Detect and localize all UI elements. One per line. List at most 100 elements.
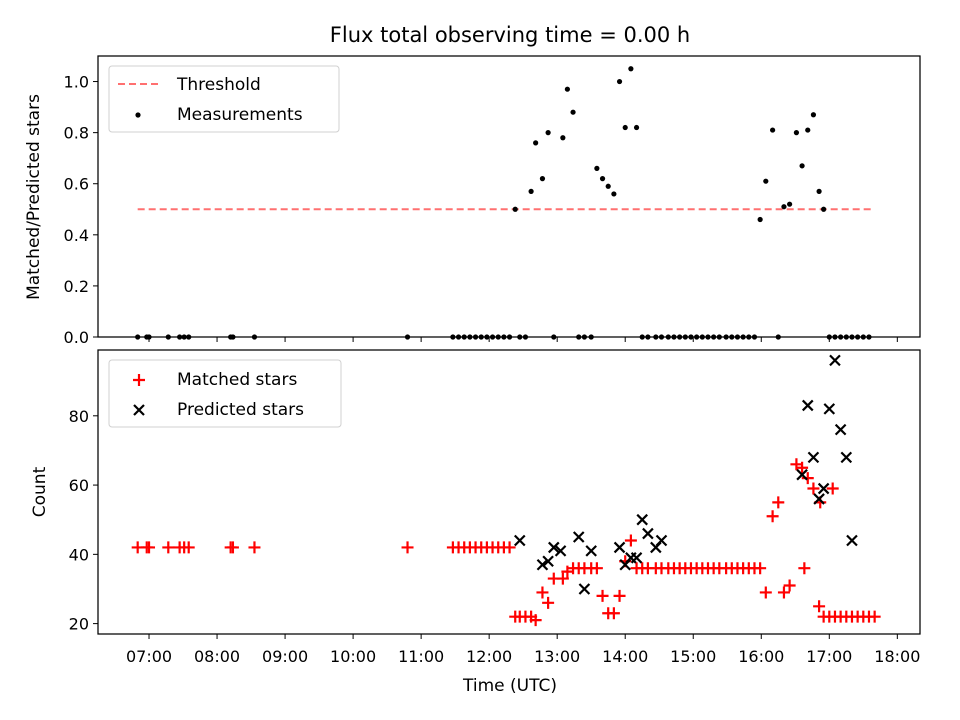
bottom-y-axis-label: Count (30, 466, 50, 517)
measurement-point (611, 191, 617, 197)
matched-stars-point (503, 541, 516, 554)
predicted-stars-point (613, 541, 626, 554)
measurement-point (793, 130, 800, 136)
measurement-point (512, 206, 518, 212)
measurement-point (805, 127, 811, 133)
measurement-point (787, 201, 793, 207)
bottom-y-tick-label-0: 20 (69, 615, 89, 634)
predicted-stars-point (572, 531, 585, 543)
bottom-x-tick-label-9: 16:00 (738, 647, 784, 666)
measurement-point (533, 140, 539, 146)
measurement-point (799, 163, 805, 169)
legend-predicted-swatch (133, 404, 145, 416)
matched-stars-point (766, 510, 779, 523)
top-y-tick-label-3: 0.6 (64, 175, 89, 194)
predicted-stars-point (813, 493, 825, 505)
matched-stars-point (143, 541, 156, 554)
matched-stars-point (162, 541, 175, 554)
bottom-panel: 20 40 60 80 07:00 08:00 09:00 10:00 11:00 12:00 1… (30, 349, 921, 696)
predicted-stars-point (801, 399, 814, 412)
measurement-point (757, 216, 763, 223)
top-y-tick-label-0: 0.0 (64, 328, 89, 347)
legend-threshold-label: Threshold (176, 75, 261, 95)
bottom-plot-area (131, 354, 881, 627)
measurement-point (763, 178, 769, 184)
measurement-point (528, 188, 534, 194)
predicted-stars-point (807, 451, 820, 464)
matched-stars-point (759, 586, 772, 599)
predicted-stars-point (554, 545, 567, 557)
bottom-x-tick-label-7: 14:00 (602, 647, 648, 666)
matched-stars-point (813, 600, 826, 613)
matched-stars-point (801, 472, 814, 485)
measurement-point (594, 165, 600, 171)
predicted-stars-point (636, 513, 648, 526)
predicted-stars-point (823, 403, 836, 415)
measurement-point (564, 86, 570, 92)
predicted-stars-point (542, 555, 554, 568)
measurement-point (816, 188, 822, 194)
top-y-axis-label: Matched/Predicted stars (24, 94, 44, 300)
matched-stars-point (783, 579, 796, 592)
measurement-point (545, 130, 551, 136)
measurement-point (633, 124, 640, 131)
matched-stars-point (401, 541, 414, 554)
bottom-y-axis: 20 40 60 80 (69, 407, 98, 634)
bottom-legend-box (108, 359, 342, 428)
measurement-point (770, 127, 776, 133)
bottom-x-tick-label-0: 07:00 (126, 647, 172, 666)
measurement-point (810, 112, 817, 118)
bottom-x-tick-label-8: 15:00 (670, 647, 716, 666)
bottom-y-tick-label-3: 80 (69, 407, 89, 426)
predicted-stars-point (817, 482, 830, 495)
predicted-stars-point (834, 423, 847, 436)
matched-stars-point (807, 482, 820, 495)
matched-stars-point (772, 496, 785, 509)
top-x-axis (148, 337, 898, 342)
matched-stars-point (754, 562, 767, 575)
predicted-stars-point (548, 541, 560, 554)
bottom-y-tick-label-1: 40 (69, 545, 89, 564)
measurement-point (570, 109, 576, 115)
top-y-tick-label-5: 1.0 (64, 73, 89, 92)
predicted-stars-point (630, 552, 643, 564)
matched-stars-point (826, 482, 839, 495)
predicted-stars-point (655, 534, 668, 547)
top-panel: 0.0 0.2 0.4 0.6 0.8 1.0 Matched/Predicted sta… (24, 55, 921, 347)
predicted-stars-point (796, 468, 808, 481)
predicted-stars-point (513, 534, 526, 547)
bottom-x-tick-label-1: 08:00 (194, 647, 240, 666)
bottom-x-axis: 07:00 08:00 09:00 10:00 11:00 12:00 13:00 14:00… (126, 634, 920, 666)
legend-predicted-label: Predicted stars (177, 400, 304, 420)
bottom-x-tick-label-3: 10:00 (330, 647, 376, 666)
bottom-x-tick-label-11: 18:00 (874, 647, 920, 666)
predicted-stars-point (829, 354, 841, 367)
top-axes-frame (97, 55, 921, 338)
matched-stars-point (868, 610, 881, 623)
top-y-tick-label-4: 0.8 (64, 124, 89, 143)
matched-stars-point (529, 614, 542, 627)
chart-title: Flux total observing time = 0.00 h (330, 23, 690, 47)
measurement-point (628, 66, 634, 72)
matched-stars-point (796, 461, 809, 474)
matched-stars-point (624, 534, 637, 547)
matched-stars-point (798, 562, 811, 575)
predicted-stars-point (642, 527, 654, 540)
top-legend: Threshold Measurements (108, 65, 340, 133)
bottom-y-tick-label-2: 60 (69, 476, 89, 495)
bottom-x-axis-label: Time (UTC) (462, 676, 557, 696)
bottom-x-tick-label-6: 13:00 (534, 647, 580, 666)
matched-stars-point (248, 541, 261, 554)
measurement-point (616, 78, 623, 85)
matched-stars-point (590, 562, 603, 575)
predicted-stars-point (840, 451, 853, 464)
top-legend-box (108, 65, 340, 133)
predicted-stars-point (536, 558, 549, 571)
predicted-stars-point (585, 545, 597, 557)
top-y-tick-label-1: 0.2 (64, 277, 89, 296)
top-y-tick-label-2: 0.4 (64, 226, 89, 245)
legend-measurements-swatch (135, 112, 141, 118)
matched-stars-point (556, 572, 569, 585)
measurement-point (821, 206, 827, 212)
